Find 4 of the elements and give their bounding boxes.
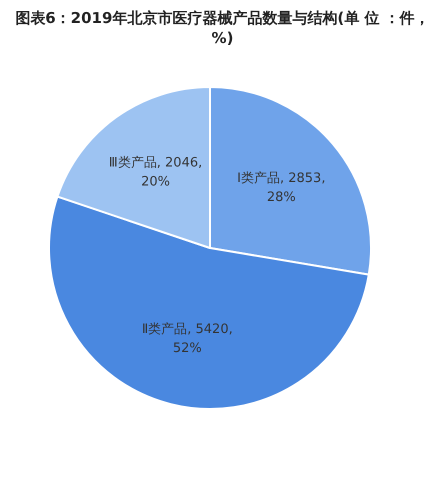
slice-label: Ⅱ类产品, 5420, 52% bbox=[142, 322, 233, 356]
slice-label: Ⅲ类产品, 2046, 20% bbox=[108, 156, 202, 190]
chart-title: 图表6：2019年北京市医疗器械产品数量与结构(单 位 ：件，%) bbox=[14, 8, 431, 48]
slice-label: Ⅰ类产品, 2853, 28% bbox=[237, 171, 326, 206]
